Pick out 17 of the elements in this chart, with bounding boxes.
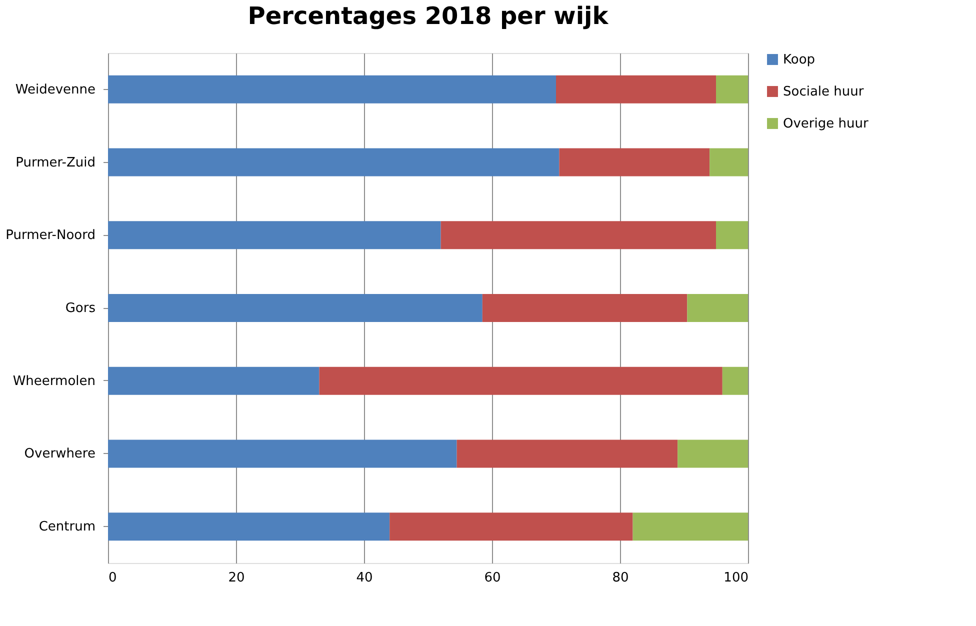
y-tick-label: Purmer-Zuid: [16, 155, 96, 170]
y-tick-label: Centrum: [38, 520, 96, 535]
x-tick-label: 80: [612, 570, 629, 586]
x-tick-label: 60: [484, 570, 501, 586]
y-tick-label: Gors: [65, 301, 96, 316]
y-tick-label: Wheermolen: [12, 374, 96, 389]
x-tick-label: 0: [108, 570, 117, 586]
y-tick-label: Overwhere: [24, 446, 96, 462]
x-tick-label: 20: [228, 570, 245, 586]
x-tick-label: 100: [724, 570, 748, 586]
chart-title: Percentages 2018 per wijk: [248, 2, 610, 30]
y-tick-label: Weidevenne: [15, 82, 96, 98]
legend-label: Overige huur: [783, 116, 869, 132]
x-tick-label: 40: [356, 570, 373, 586]
legend-label: Koop: [783, 52, 816, 68]
legend-label: Sociale huur: [783, 84, 864, 100]
y-tick-label: Purmer-Noord: [6, 228, 96, 244]
